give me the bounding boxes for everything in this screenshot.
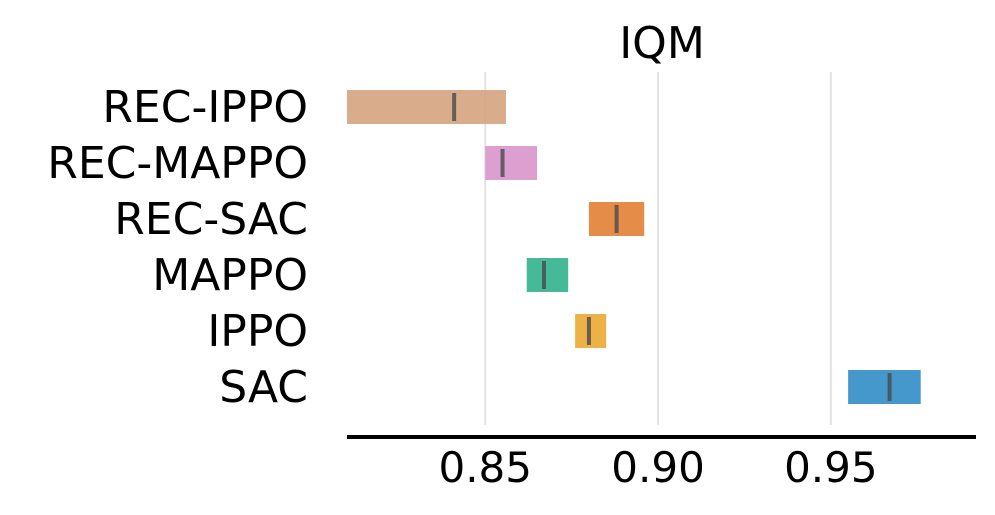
chart-title: IQM (619, 18, 705, 69)
interval-bars (347, 90, 921, 404)
x-tick-label-0: 0.85 (438, 443, 532, 492)
x-tick-label-1: 0.90 (611, 443, 705, 492)
x-tick-label-2: 0.95 (784, 443, 878, 492)
y-label-rec-sac: REC-SAC (114, 194, 308, 245)
y-label-mappo: MAPPO (152, 250, 308, 301)
grid-lines (484, 72, 832, 425)
y-label-ippo: IPPO (207, 306, 308, 357)
y-label-sac: SAC (219, 362, 308, 413)
y-label-rec-mappo: REC-MAPPO (47, 138, 308, 189)
x-axis-ticks: 0.85 0.90 0.95 (438, 443, 877, 492)
interval-bar-mappo (526, 258, 569, 292)
interval-bar-rec-mappo (485, 146, 538, 180)
y-label-rec-ippo: REC-IPPO (102, 82, 308, 133)
interval-bar-sac (848, 370, 921, 404)
interval-bar-rec-ippo (347, 90, 506, 124)
